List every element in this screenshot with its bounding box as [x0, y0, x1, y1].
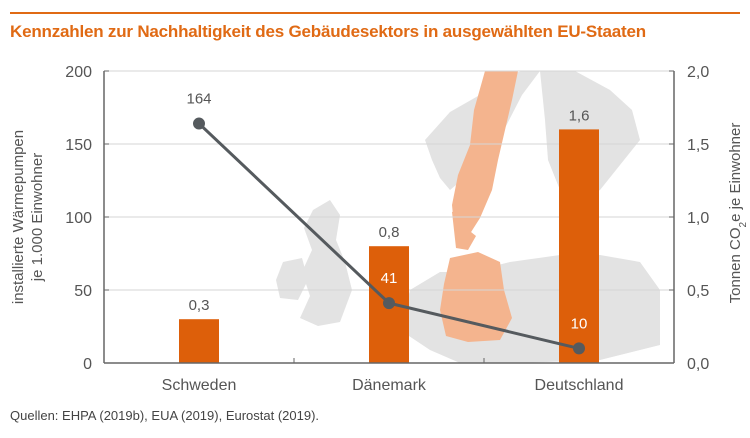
x-category-label: Deutschland [535, 377, 624, 394]
line-series [193, 117, 585, 355]
bar-value-label: 0,3 [189, 297, 210, 314]
y-left-tick-label: 150 [65, 137, 92, 154]
labels: 0,3 0,8 1,6 164 41 10 [186, 91, 589, 333]
map-denmark [452, 208, 476, 250]
map-ireland [276, 258, 308, 300]
line-point-schweden [193, 117, 205, 130]
y-left-axis-title-line2: je 1.000 Einwohner [29, 153, 46, 282]
map-sweden [452, 71, 518, 240]
line-value-label: 41 [381, 270, 398, 287]
y-left-tick-label: 50 [74, 283, 92, 300]
map-great-britain [300, 200, 352, 326]
y-right-tick-label: 1,0 [687, 210, 709, 227]
title-rule [10, 12, 740, 14]
axes: 0 50 100 150 200 0,0 0,5 1,0 1,5 2,0 Schweden Dänem… [10, 64, 749, 394]
line-point-deutschland [573, 342, 585, 355]
source-note: Quellen: EHPA (2019b), EUA (2019), Euros… [10, 408, 320, 423]
line-value-label: 164 [186, 91, 211, 108]
y-right-title-post: e je Einwohner [727, 123, 744, 222]
y-right-title-pre: Tonnen CO [727, 227, 744, 303]
y-right-tick-label: 0,0 [687, 356, 709, 373]
y-right-tick-label: 2,0 [687, 64, 709, 81]
bar-value-label: 0,8 [379, 224, 400, 241]
y-right-tick-label: 1,5 [687, 137, 709, 154]
chart-title: Kennzahlen zur Nachhaltigkeit des Gebäud… [10, 22, 646, 41]
bar-value-label: 1,6 [569, 107, 590, 124]
x-category-label: Dänemark [352, 377, 427, 394]
y-right-title-sub: 2 [738, 221, 749, 227]
y-left-axis-title-line1: installierte Wärmepumpen [10, 130, 27, 304]
y-left-tick-label: 100 [65, 210, 92, 227]
x-category-label: Schweden [162, 377, 237, 394]
y-right-axis-title: Tonnen CO2e je Einwohner [727, 123, 749, 304]
bar-schweden [179, 319, 219, 363]
y-left-tick-label: 0 [83, 356, 92, 373]
y-left-tick-label: 200 [65, 64, 92, 81]
line-value-label: 10 [571, 315, 588, 332]
y-right-tick-label: 0,5 [687, 283, 709, 300]
bar-deutschland [559, 129, 599, 363]
line-point-dänemark [383, 297, 395, 310]
map-central-europe [400, 255, 660, 363]
